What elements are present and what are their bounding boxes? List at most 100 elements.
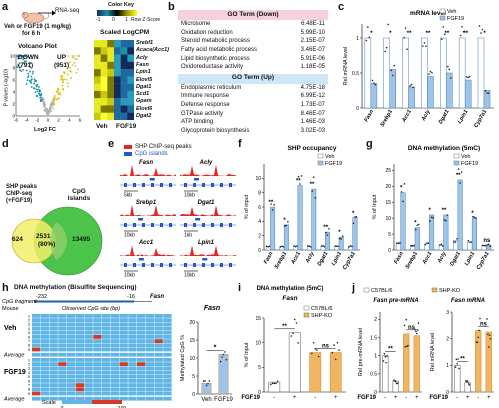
cpg-cell <box>75 347 85 352</box>
cpg-cell <box>40 343 50 348</box>
cpg-cell <box>58 318 67 322</box>
volcano-point <box>22 69 25 71</box>
bar <box>427 76 434 109</box>
exon-mark <box>142 183 145 187</box>
track-gene-label: Acly <box>199 160 213 166</box>
data-point <box>205 384 208 387</box>
exon-mark <box>124 263 127 267</box>
volcano-point <box>25 60 27 63</box>
data-point <box>290 335 293 337</box>
down-count: (791) <box>18 62 34 69</box>
volcano-point <box>66 82 69 85</box>
cpg-cell <box>163 387 172 392</box>
cpg-cell <box>102 330 111 335</box>
average-cell <box>75 396 85 401</box>
average-cell <box>128 352 137 357</box>
cpg-cell <box>58 370 67 375</box>
volcano-point <box>29 80 32 83</box>
x-tick-label: Cyp7a1 <box>476 251 491 271</box>
cpg-cell <box>49 358 58 362</box>
row-number: 4 <box>28 371 30 375</box>
go-term: Steroid metabolic process <box>181 38 251 45</box>
row-number: 6 <box>28 335 30 339</box>
data-point <box>268 245 271 247</box>
cpg-cell <box>67 366 76 371</box>
cpg-cell <box>84 318 93 322</box>
data-point <box>424 243 427 246</box>
volcano-ytick: 2 <box>12 102 15 107</box>
cpg-cell <box>119 335 128 339</box>
data-point <box>367 26 369 28</box>
cpg-cell <box>49 339 58 343</box>
bar <box>485 331 492 393</box>
data-point <box>393 64 396 67</box>
cpg-cell <box>32 330 41 335</box>
volcano-point <box>55 90 58 93</box>
data-point <box>409 85 411 87</box>
cpg-cell <box>58 347 67 352</box>
average-cell <box>58 352 67 357</box>
significance-label: * <box>483 31 486 37</box>
x-tick-label: Acc1 <box>401 109 413 124</box>
cpg-cell <box>128 358 137 362</box>
cpg-cell <box>163 335 172 339</box>
cpg-cell <box>75 370 85 375</box>
bar <box>364 37 372 109</box>
cpg-cell <box>145 326 155 331</box>
data-point <box>406 48 408 51</box>
volcano-point <box>48 111 50 113</box>
cpg-cell <box>110 318 120 322</box>
y-tick-label: 10 <box>255 176 261 182</box>
chart-title: DNA methylation (5mC) <box>408 145 480 152</box>
cpg-cell <box>137 330 146 335</box>
heatmap-cell <box>94 54 101 63</box>
data-point <box>271 382 274 385</box>
data-point <box>311 190 314 192</box>
cpg-cell <box>119 358 128 362</box>
go-up-row: Glycoprotein biosynthesis 3.02E-03 <box>178 127 328 136</box>
data-point <box>455 358 458 361</box>
volcano-point <box>72 56 74 59</box>
heatmap-cell <box>114 83 121 92</box>
data-point <box>348 246 350 248</box>
heatmap-cell <box>107 47 115 55</box>
bar <box>370 83 378 109</box>
heatmap-cell <box>114 61 121 70</box>
cpg-cell <box>119 314 128 318</box>
chip-peak-signal <box>120 204 176 216</box>
cpg-cell <box>49 318 58 322</box>
cpg-cell <box>102 362 111 366</box>
x-tick-label: Srebp1 <box>274 251 289 270</box>
data-point <box>407 344 409 347</box>
average-cell <box>49 352 58 357</box>
bar <box>268 381 281 393</box>
cpg-cell <box>75 339 85 343</box>
cpg-cell <box>119 343 128 348</box>
cpg-cell <box>102 383 111 387</box>
cpg-cell <box>154 379 163 383</box>
exon-mark <box>229 223 232 227</box>
cpg-cell <box>49 330 58 335</box>
cpg-cell <box>102 370 111 375</box>
data-point <box>428 73 430 75</box>
duration-label: for 6 h <box>22 31 41 37</box>
volcano-point <box>59 91 61 94</box>
legend-peaks-swatch <box>124 145 132 149</box>
volcano-ytick: 8 <box>12 66 15 71</box>
exon-mark <box>151 183 154 187</box>
volcano-point <box>73 55 76 57</box>
cpg-cell <box>154 339 163 343</box>
heatmap-cell <box>114 90 121 99</box>
data-point <box>323 245 326 248</box>
cpg-cell <box>32 347 41 352</box>
group-label: Veh <box>4 325 16 332</box>
data-point <box>459 182 461 184</box>
exon-mark <box>124 223 127 227</box>
cpg-cell <box>137 374 146 379</box>
cpg-cell <box>49 326 58 331</box>
average-cell <box>154 396 163 401</box>
volcano-point <box>26 55 29 58</box>
y-tick-label: 2 <box>374 317 377 323</box>
row-number: 4 <box>28 327 30 331</box>
legend-label: SHP-KO <box>439 288 461 294</box>
